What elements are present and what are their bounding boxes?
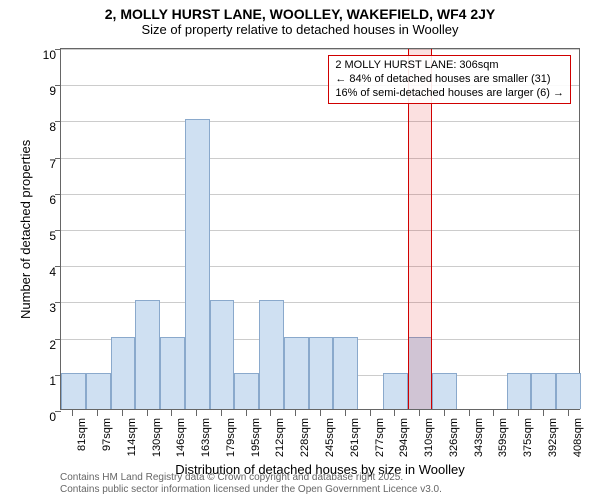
x-tick-mark xyxy=(196,410,197,416)
x-tick-label: 359sqm xyxy=(497,418,509,468)
x-tick-label: 163sqm xyxy=(200,418,212,468)
x-tick-label: 212sqm xyxy=(274,418,286,468)
y-tick-label: 9 xyxy=(2,84,56,98)
annotation-box: 2 MOLLY HURST LANE: 306sqm← 84% of detac… xyxy=(328,55,571,104)
x-tick-mark xyxy=(493,410,494,416)
chart-container: 2, MOLLY HURST LANE, WOOLLEY, WAKEFIELD,… xyxy=(0,0,600,500)
y-tick-label: 0 xyxy=(2,410,56,424)
annotation-line: 2 MOLLY HURST LANE: 306sqm xyxy=(335,59,564,73)
x-tick-label: 114sqm xyxy=(126,418,138,468)
x-tick-label: 195sqm xyxy=(250,418,262,468)
x-tick-mark xyxy=(320,410,321,416)
x-tick-mark xyxy=(370,410,371,416)
histogram-bar xyxy=(86,373,111,409)
plot-area: 2 MOLLY HURST LANE: 306sqm← 84% of detac… xyxy=(60,48,580,410)
x-tick-mark xyxy=(147,410,148,416)
histogram-bar xyxy=(531,373,556,409)
histogram-bar xyxy=(61,373,86,409)
histogram-bar xyxy=(333,337,358,409)
x-tick-mark xyxy=(469,410,470,416)
histogram-bar xyxy=(507,373,532,409)
x-tick-mark xyxy=(543,410,544,416)
histogram-bar xyxy=(383,373,408,409)
y-tick-label: 10 xyxy=(2,48,56,62)
x-tick-label: 408sqm xyxy=(572,418,584,468)
x-tick-label: 277sqm xyxy=(374,418,386,468)
x-tick-mark xyxy=(518,410,519,416)
histogram-bar xyxy=(432,373,457,409)
x-tick-label: 81sqm xyxy=(76,418,88,468)
x-tick-mark xyxy=(419,410,420,416)
grid-line xyxy=(61,121,579,122)
annotation-line: 16% of semi-detached houses are larger (… xyxy=(335,87,564,101)
grid-line xyxy=(61,194,579,195)
x-tick-label: 294sqm xyxy=(398,418,410,468)
x-tick-mark xyxy=(97,410,98,416)
grid-line xyxy=(61,158,579,159)
x-tick-label: 245sqm xyxy=(324,418,336,468)
histogram-bar xyxy=(135,300,160,409)
y-tick-label: 8 xyxy=(2,120,56,134)
grid-line xyxy=(61,230,579,231)
histogram-bar xyxy=(234,373,259,409)
x-tick-mark xyxy=(444,410,445,416)
histogram-bar xyxy=(210,300,235,409)
histogram-bar xyxy=(160,337,185,409)
x-tick-mark xyxy=(394,410,395,416)
attribution-line2: Contains public sector information licen… xyxy=(60,484,442,496)
title-line1: 2, MOLLY HURST LANE, WOOLLEY, WAKEFIELD,… xyxy=(0,6,600,22)
histogram-bar xyxy=(259,300,284,409)
x-tick-mark xyxy=(568,410,569,416)
x-tick-label: 179sqm xyxy=(225,418,237,468)
x-tick-label: 228sqm xyxy=(299,418,311,468)
x-tick-mark xyxy=(171,410,172,416)
x-tick-mark xyxy=(221,410,222,416)
histogram-bar xyxy=(556,373,581,409)
y-tick-label: 2 xyxy=(2,338,56,352)
y-tick-label: 1 xyxy=(2,374,56,388)
x-tick-label: 130sqm xyxy=(151,418,163,468)
histogram-bar xyxy=(284,337,309,409)
x-tick-mark xyxy=(122,410,123,416)
grid-line xyxy=(61,49,579,50)
title-line2: Size of property relative to detached ho… xyxy=(0,22,600,37)
title-block: 2, MOLLY HURST LANE, WOOLLEY, WAKEFIELD,… xyxy=(0,0,600,37)
histogram-bar xyxy=(111,337,136,409)
x-tick-label: 261sqm xyxy=(349,418,361,468)
x-tick-label: 146sqm xyxy=(175,418,187,468)
y-axis-label: Number of detached properties xyxy=(18,140,33,319)
x-tick-label: 310sqm xyxy=(423,418,435,468)
x-tick-mark xyxy=(345,410,346,416)
histogram-bar xyxy=(185,119,210,409)
annotation-line: ← 84% of detached houses are smaller (31… xyxy=(335,73,564,87)
x-tick-mark xyxy=(72,410,73,416)
x-tick-mark xyxy=(246,410,247,416)
attribution: Contains HM Land Registry data © Crown c… xyxy=(60,472,442,496)
x-tick-label: 392sqm xyxy=(547,418,559,468)
x-tick-label: 326sqm xyxy=(448,418,460,468)
x-tick-label: 375sqm xyxy=(522,418,534,468)
histogram-bar xyxy=(309,337,334,409)
x-tick-label: 97sqm xyxy=(101,418,113,468)
x-tick-label: 343sqm xyxy=(473,418,485,468)
x-tick-mark xyxy=(295,410,296,416)
x-tick-mark xyxy=(270,410,271,416)
grid-line xyxy=(61,266,579,267)
attribution-line1: Contains HM Land Registry data © Crown c… xyxy=(60,472,442,484)
